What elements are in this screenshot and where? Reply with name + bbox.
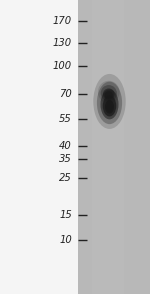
Bar [78,0,150,294]
Ellipse shape [93,74,126,129]
Ellipse shape [105,91,113,99]
Text: 10: 10 [59,235,72,245]
Text: 40: 40 [59,141,72,151]
Ellipse shape [103,88,115,100]
Ellipse shape [105,100,114,113]
Text: 55: 55 [59,114,72,124]
Bar [0,0,78,294]
Text: 170: 170 [53,16,72,26]
Text: 100: 100 [53,61,72,71]
Text: 130: 130 [53,38,72,48]
Ellipse shape [101,85,117,101]
Text: 25: 25 [59,173,72,183]
Ellipse shape [103,95,116,116]
Ellipse shape [107,103,112,111]
Text: 70: 70 [59,89,72,99]
Bar [92,0,124,294]
Ellipse shape [100,89,118,119]
Ellipse shape [97,82,122,124]
Text: 35: 35 [59,154,72,164]
Text: 15: 15 [59,210,72,220]
Ellipse shape [98,81,120,103]
